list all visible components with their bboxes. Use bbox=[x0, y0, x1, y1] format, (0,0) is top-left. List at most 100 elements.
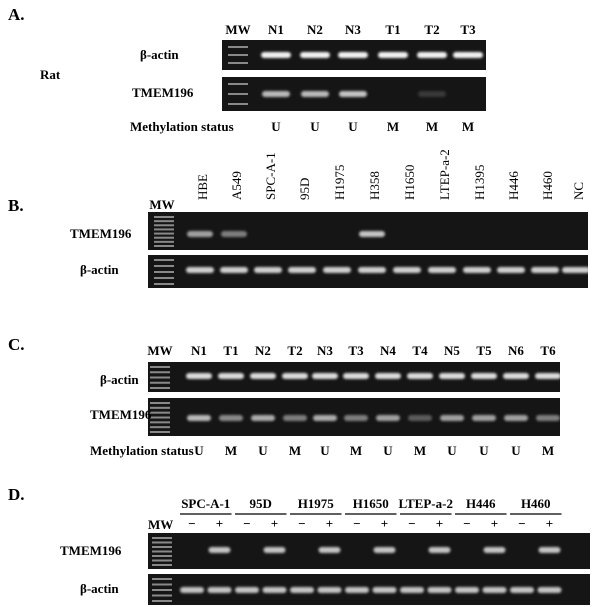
band bbox=[373, 547, 396, 553]
methylation: U bbox=[479, 443, 489, 458]
lane-label: T6 bbox=[540, 343, 556, 358]
lane-label: LTEP-a-2 bbox=[437, 149, 452, 200]
treatment: + bbox=[216, 516, 223, 531]
row-label: TMEM196 bbox=[90, 407, 152, 422]
band bbox=[472, 415, 496, 421]
treatment: + bbox=[491, 516, 498, 531]
ladder-band bbox=[150, 431, 170, 433]
band bbox=[535, 373, 561, 379]
row-label: TMEM196 bbox=[60, 543, 122, 558]
lane-label: N5 bbox=[444, 343, 460, 358]
band bbox=[497, 267, 525, 273]
band bbox=[317, 587, 342, 593]
lane-label: SPC-A-1 bbox=[263, 152, 278, 200]
lane-label: H358 bbox=[367, 171, 382, 200]
methylation: M bbox=[387, 119, 399, 134]
band bbox=[562, 267, 590, 273]
band bbox=[471, 373, 497, 379]
methylation: U bbox=[383, 443, 393, 458]
methylation: M bbox=[350, 443, 362, 458]
ladder-band bbox=[152, 550, 172, 553]
row-label: β-actin bbox=[140, 47, 179, 62]
band bbox=[338, 52, 368, 58]
band bbox=[339, 91, 367, 97]
lane-label: T3 bbox=[348, 343, 364, 358]
band bbox=[208, 547, 231, 553]
lane-label: N4 bbox=[380, 343, 396, 358]
methylation: U bbox=[194, 443, 204, 458]
ladder-band bbox=[228, 62, 248, 64]
band bbox=[418, 91, 446, 97]
band bbox=[251, 415, 275, 421]
band bbox=[378, 52, 408, 58]
treatment: + bbox=[436, 516, 443, 531]
ladder-band bbox=[228, 46, 248, 48]
methylation: U bbox=[271, 119, 281, 134]
methylation: M bbox=[225, 443, 237, 458]
band bbox=[218, 373, 244, 379]
methylation: M bbox=[462, 119, 474, 134]
ladder-band bbox=[152, 589, 172, 591]
species-label: Rat bbox=[40, 67, 61, 82]
ladder-band bbox=[228, 103, 248, 105]
treatment: − bbox=[298, 516, 305, 531]
ladder-band bbox=[154, 232, 174, 235]
band bbox=[440, 415, 464, 421]
band bbox=[463, 267, 491, 273]
ladder-band bbox=[154, 236, 174, 239]
band bbox=[186, 373, 212, 379]
ladder-band bbox=[154, 277, 174, 279]
band bbox=[313, 415, 337, 421]
row-label: Methylation status bbox=[90, 443, 194, 458]
treatment: − bbox=[188, 516, 195, 531]
band bbox=[343, 373, 369, 379]
band bbox=[283, 415, 307, 421]
treatment: + bbox=[326, 516, 333, 531]
band bbox=[187, 231, 213, 237]
ladder-band bbox=[154, 224, 174, 227]
row-label: β-actin bbox=[80, 262, 119, 277]
ladder-band bbox=[154, 228, 174, 231]
lane-label: H1650 bbox=[402, 165, 417, 200]
ladder-band bbox=[150, 421, 170, 424]
band bbox=[504, 415, 528, 421]
lane-label: T1 bbox=[223, 343, 238, 358]
band bbox=[439, 373, 465, 379]
ladder-band bbox=[150, 426, 170, 429]
band bbox=[503, 373, 529, 379]
band bbox=[301, 91, 329, 97]
band bbox=[186, 267, 214, 273]
treatment: + bbox=[546, 516, 553, 531]
methylation: U bbox=[320, 443, 330, 458]
treatment: − bbox=[463, 516, 470, 531]
ladder-band bbox=[150, 411, 170, 414]
band bbox=[254, 267, 282, 273]
methylation: U bbox=[511, 443, 521, 458]
band bbox=[538, 547, 561, 553]
ladder-band bbox=[150, 381, 170, 384]
group-label: H446 bbox=[466, 496, 496, 511]
band bbox=[400, 587, 424, 593]
ladder-band bbox=[154, 271, 174, 273]
methylation: U bbox=[348, 119, 358, 134]
ladder-band bbox=[228, 93, 248, 95]
band bbox=[408, 415, 432, 421]
lane-label: N3 bbox=[317, 343, 333, 358]
row-label: β-actin bbox=[80, 581, 119, 596]
methylation: U bbox=[310, 119, 320, 134]
methylation: U bbox=[447, 443, 457, 458]
ladder-band bbox=[150, 371, 170, 374]
lane-label: MW bbox=[149, 197, 174, 212]
ladder-band bbox=[154, 245, 174, 247]
band bbox=[536, 415, 560, 421]
band bbox=[312, 373, 338, 379]
band bbox=[262, 587, 287, 593]
ladder-band bbox=[150, 387, 170, 389]
panel-label: A. bbox=[8, 5, 25, 24]
band bbox=[344, 415, 368, 421]
lane-label: N6 bbox=[508, 343, 524, 358]
lane-label: H446 bbox=[506, 171, 521, 200]
ladder-band bbox=[152, 564, 172, 566]
treatment: − bbox=[518, 516, 525, 531]
